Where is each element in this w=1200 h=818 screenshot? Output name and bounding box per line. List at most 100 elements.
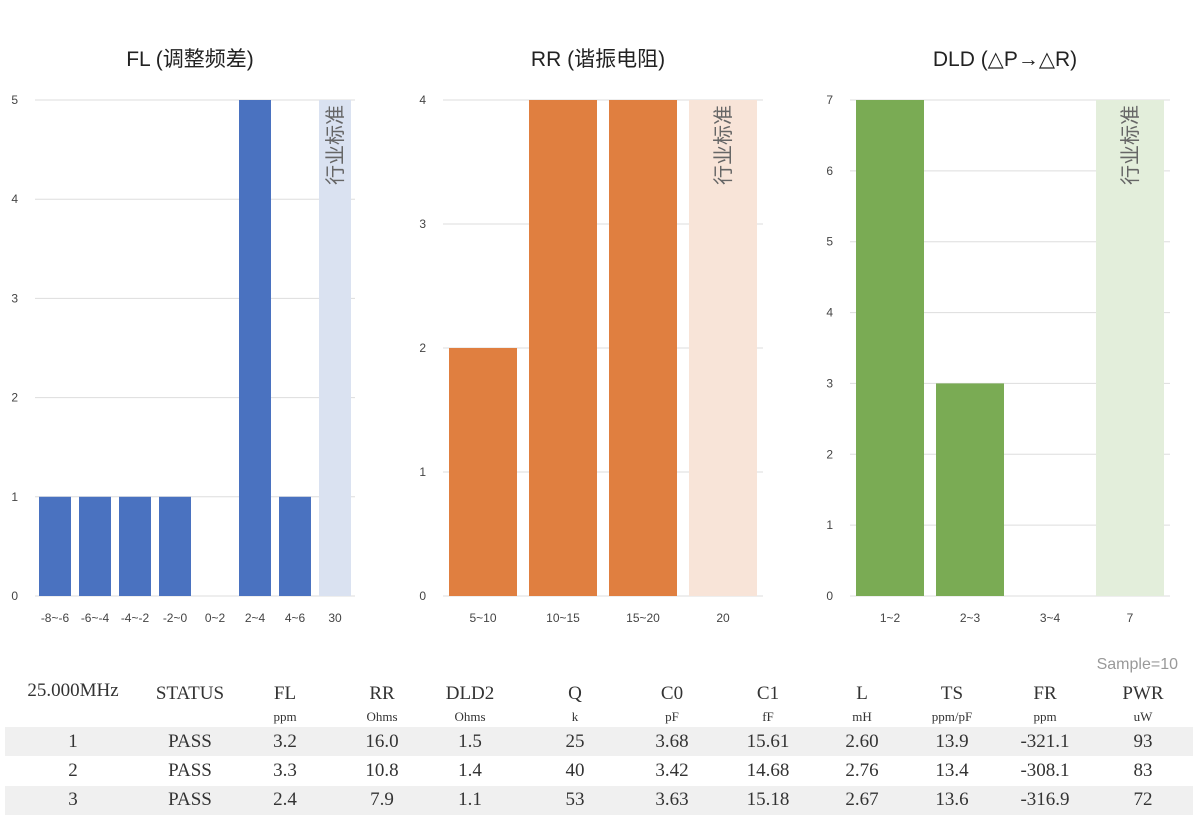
y-tick-label: 2 <box>826 447 833 461</box>
table-cell: 2.76 <box>845 760 879 781</box>
row-band <box>5 786 1193 815</box>
bar <box>39 496 71 596</box>
column-header: PWR <box>1122 683 1164 704</box>
x-tick-label: 4~6 <box>285 611 306 625</box>
table-cell: 3.42 <box>655 760 689 781</box>
table-cell: PASS <box>168 731 212 752</box>
y-tick-label: 4 <box>826 306 833 320</box>
column-header: 25.000MHz <box>27 680 119 701</box>
y-tick-label: 0 <box>11 589 18 603</box>
bar <box>279 496 311 596</box>
y-tick-label: 2 <box>11 391 18 405</box>
table-cell: 7.9 <box>370 789 394 810</box>
row-band <box>5 727 1193 756</box>
column-unit: Ohms <box>454 709 486 724</box>
band-label: 行业标准 <box>324 105 347 185</box>
table-cell: PASS <box>168 760 212 781</box>
x-tick-label: -8~-6 <box>41 611 70 625</box>
x-tick-label: 2~3 <box>960 611 981 625</box>
table-cell: 1.1 <box>458 789 482 810</box>
industry-standard-band <box>1096 100 1164 596</box>
y-tick-label: 4 <box>419 93 426 107</box>
x-tick-label: 15~20 <box>626 611 660 625</box>
table-cell: 15.18 <box>746 789 790 810</box>
bar <box>239 100 271 596</box>
column-header: FR <box>1033 683 1057 704</box>
table-cell: 3.68 <box>655 731 689 752</box>
y-tick-label: 1 <box>826 518 833 532</box>
table-cell: 40 <box>565 760 585 781</box>
chart-title: FL (调整频差) <box>126 48 254 71</box>
charts: FL (调整频差) 0 1 2 3 4 5 -8~-6 -6~-4 -4~-2 -2~0 0~2 2~4… <box>11 48 1170 625</box>
bar <box>79 496 111 596</box>
industry-standard-band <box>319 100 351 596</box>
bar <box>449 348 517 596</box>
table-cell: 3.3 <box>273 760 297 781</box>
column-unit: ppm/pF <box>931 709 973 724</box>
x-tick-label: 10~15 <box>546 611 580 625</box>
y-tick-label: 3 <box>419 217 426 231</box>
column-header: TS <box>940 683 964 704</box>
chart-title: DLD (△P→△R) <box>933 48 1077 71</box>
table-cell: 2.67 <box>845 789 879 810</box>
table-cell: PASS <box>168 789 212 810</box>
column-unit: ppm <box>1033 709 1057 724</box>
table-cell: 13.9 <box>935 731 969 752</box>
y-tick-label: 1 <box>11 490 18 504</box>
bar <box>936 383 1004 596</box>
bar <box>609 100 677 596</box>
column-header: RR <box>369 683 395 704</box>
y-tick-label: 7 <box>826 93 833 107</box>
bar <box>529 100 597 596</box>
column-header: Q <box>568 683 582 704</box>
table-cell: 14.68 <box>746 760 790 781</box>
x-tick-label: 20 <box>716 611 730 625</box>
table-cell: 3.63 <box>655 789 689 810</box>
y-tick-label: 5 <box>11 93 18 107</box>
x-tick-label: 5~10 <box>469 611 496 625</box>
y-tick-label: 2 <box>419 341 426 355</box>
table-cell: 1.4 <box>458 760 482 781</box>
y-tick-label: 0 <box>826 589 833 603</box>
table-cell: -316.9 <box>1020 789 1070 810</box>
table-cell: 3.2 <box>273 731 297 752</box>
column-header: FL <box>273 683 297 704</box>
y-tick-label: 3 <box>11 291 18 305</box>
y-tick-label: 4 <box>11 192 18 206</box>
x-tick-label: 2~4 <box>245 611 266 625</box>
industry-standard-band <box>689 100 757 596</box>
x-tick-label: 3~4 <box>1040 611 1061 625</box>
x-tick-label: 30 <box>328 611 342 625</box>
table-cell: 1 <box>68 731 78 752</box>
table-cell: 83 <box>1133 760 1153 781</box>
column-header: DLD2 <box>445 683 495 704</box>
x-tick-label: -4~-2 <box>121 611 150 625</box>
y-tick-label: 6 <box>826 164 833 178</box>
table-cell: 53 <box>565 789 585 810</box>
chart-title: RR (谐振电阻) <box>531 48 665 71</box>
table-cell: 2 <box>68 760 78 781</box>
table-cell: 2.60 <box>845 731 879 752</box>
table-cell: 10.8 <box>365 760 399 781</box>
column-unit: Ohms <box>366 709 398 724</box>
table-cell: 13.6 <box>935 789 969 810</box>
x-tick-label: -2~0 <box>163 611 188 625</box>
band-label: 行业标准 <box>1119 105 1142 185</box>
y-tick-label: 3 <box>826 376 833 390</box>
table-cell: 93 <box>1133 731 1153 752</box>
column-unit: mH <box>852 709 872 724</box>
column-unit: fF <box>762 709 774 724</box>
table-cell: 3 <box>68 789 78 810</box>
y-tick-label: 5 <box>826 235 833 249</box>
table-cell: 72 <box>1133 789 1153 810</box>
column-unit: ppm <box>273 709 297 724</box>
table-cell: 25 <box>565 731 585 752</box>
table-cell: 2.4 <box>273 789 297 810</box>
column-header: C0 <box>660 683 684 704</box>
x-tick-label: -6~-4 <box>81 611 110 625</box>
table-cell: 16.0 <box>365 731 399 752</box>
table-cell: -308.1 <box>1020 760 1070 781</box>
column-header: C1 <box>756 683 780 704</box>
table-cell: 13.4 <box>935 760 969 781</box>
